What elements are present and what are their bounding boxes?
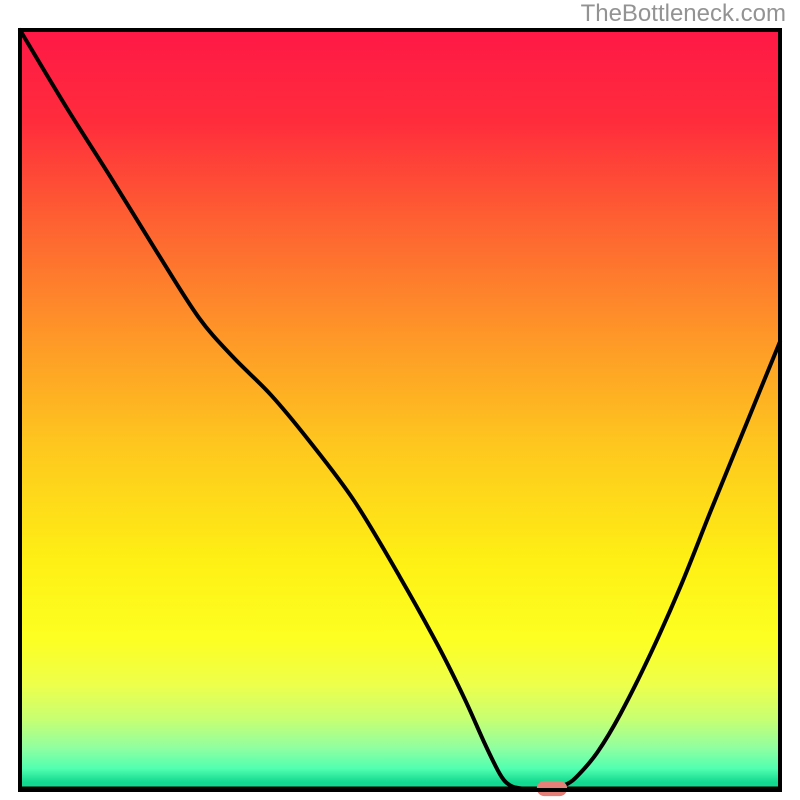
chart-container: TheBottleneck.com bbox=[0, 0, 800, 800]
bottleneck-chart-svg bbox=[0, 0, 800, 800]
chart-gradient-background bbox=[20, 30, 780, 790]
site-watermark: TheBottleneck.com bbox=[581, 0, 786, 28]
